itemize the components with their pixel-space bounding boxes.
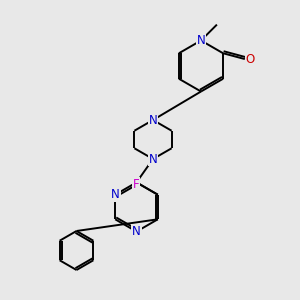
Text: N: N <box>196 34 206 47</box>
Text: N: N <box>148 152 158 166</box>
Text: N: N <box>111 188 120 201</box>
Text: N: N <box>132 225 141 238</box>
Text: N: N <box>148 113 158 127</box>
Text: O: O <box>246 52 255 66</box>
Text: F: F <box>133 178 139 191</box>
